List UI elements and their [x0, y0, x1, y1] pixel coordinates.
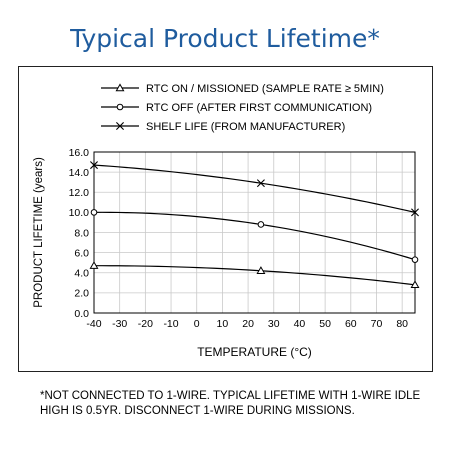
x-axis-ticks: -40 -30 -20 -10 0 10 20 30 40 50 60 70 80	[86, 318, 408, 330]
y-axis-ticks: 0.0 2.0 4.0 6.0 8.0 10.0 12.0 14.0 16.0	[69, 147, 90, 320]
x-tick-label: 70	[371, 318, 383, 330]
x-tick-label: 60	[345, 318, 357, 330]
legend-marker-circle	[116, 103, 124, 111]
series-line	[93, 211, 416, 261]
data-point-triangle	[410, 280, 420, 289]
chart-legend: RTC ON / MISSIONED (SAMPLE RATE ≥ 5MIN) R…	[101, 83, 384, 133]
y-tick-label: 14.0	[69, 167, 90, 179]
legend-marker-triangle	[115, 83, 125, 92]
legend-item: SHELF LIFE (FROM MANUFACTURER)	[101, 121, 345, 133]
series-circle	[90, 209, 419, 263]
data-point-triangle	[89, 261, 99, 269]
y-axis-label: PRODUCT LIFETIME (years)	[33, 157, 45, 308]
data-point-x	[411, 208, 419, 217]
y-tick-label: 0.0	[74, 308, 89, 320]
x-tick-label: -20	[138, 318, 153, 330]
legend-item: RTC OFF (AFTER FIRST COMMUNICATION)	[101, 102, 372, 114]
x-tick-label: 20	[242, 318, 254, 330]
data-point-circle	[257, 221, 265, 228]
y-tick-label: 12.0	[69, 187, 90, 199]
x-tick-label: -40	[86, 318, 101, 330]
x-tick-label: -10	[163, 318, 178, 330]
legend-label: RTC OFF (AFTER FIRST COMMUNICATION)	[146, 102, 372, 114]
legend-label: RTC ON / MISSIONED (SAMPLE RATE ≥ 5MIN)	[146, 83, 384, 95]
data-point-circle	[90, 209, 98, 216]
chart-series	[89, 161, 420, 289]
chart-panel: RTC ON / MISSIONED (SAMPLE RATE ≥ 5MIN) R…	[18, 66, 433, 372]
x-axis-label: TEMPERATURE (°C)	[197, 345, 312, 359]
series-line	[93, 164, 416, 213]
data-point-triangle	[256, 266, 266, 274]
data-point-circle	[411, 256, 419, 263]
y-tick-label: 2.0	[74, 288, 89, 300]
chart-gridlines	[93, 151, 415, 314]
plot-area	[93, 151, 416, 314]
data-point-x	[90, 161, 98, 170]
series-triangle	[89, 261, 420, 289]
x-tick-label: 10	[217, 318, 229, 330]
series-line	[93, 265, 416, 286]
data-point-x	[256, 179, 265, 188]
footnote: *NOT CONNECTED TO 1-WIRE. TYPICAL LIFETI…	[40, 390, 421, 417]
line-chart: RTC ON / MISSIONED (SAMPLE RATE ≥ 5MIN) R…	[33, 83, 420, 359]
page-title: Typical Product Lifetime*	[70, 24, 380, 53]
x-tick-label: -30	[112, 318, 127, 330]
series-x	[90, 161, 419, 217]
y-tick-label: 8.0	[74, 227, 89, 239]
x-tick-label: 30	[268, 318, 280, 330]
x-tick-label: 80	[396, 318, 408, 330]
x-tick-label: 0	[194, 318, 200, 330]
legend-label: SHELF LIFE (FROM MANUFACTURER)	[146, 121, 345, 133]
legend-item: RTC ON / MISSIONED (SAMPLE RATE ≥ 5MIN)	[101, 83, 384, 95]
y-tick-label: 16.0	[69, 147, 90, 159]
y-tick-label: 4.0	[74, 268, 89, 280]
y-tick-label: 10.0	[69, 207, 90, 219]
x-tick-label: 40	[294, 318, 306, 330]
x-tick-label: 50	[319, 318, 331, 330]
y-tick-label: 6.0	[74, 247, 89, 259]
legend-marker-x	[116, 122, 124, 130]
